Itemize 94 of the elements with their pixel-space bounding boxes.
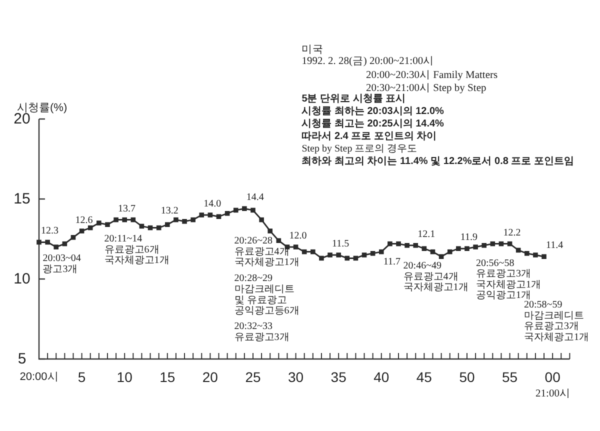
point bbox=[388, 241, 392, 246]
point bbox=[268, 228, 273, 234]
x-tick-label: 30 bbox=[288, 369, 304, 385]
point bbox=[482, 243, 487, 248]
point bbox=[242, 206, 247, 211]
point bbox=[447, 249, 452, 254]
annotation: 20:03~04 광고3개 bbox=[42, 253, 81, 275]
text: 20:00~20:30시 Family Matters bbox=[366, 69, 498, 82]
point bbox=[190, 217, 196, 222]
x-tick-label: 50 bbox=[459, 369, 475, 385]
point bbox=[233, 208, 238, 213]
x-tick-label: 40 bbox=[374, 369, 390, 385]
data-label: 12.1 bbox=[418, 228, 436, 240]
point bbox=[114, 217, 118, 222]
point bbox=[45, 240, 50, 245]
point bbox=[259, 217, 264, 222]
x-tick-label: 20:00시 bbox=[20, 371, 58, 383]
text: 20:30~21:00시 Step by Step bbox=[366, 82, 486, 94]
annotation: 최하와 최고의 차이는 11.4% 및 12.2%로서 0.8 프로 포인트임 bbox=[302, 156, 574, 167]
point bbox=[164, 222, 170, 227]
point bbox=[396, 241, 401, 246]
point bbox=[533, 252, 538, 258]
text: 1992. 2. 28(금) 20:00~21:00시 bbox=[302, 55, 434, 68]
x-tick-label: 5 bbox=[78, 369, 86, 385]
point bbox=[174, 217, 178, 222]
point bbox=[404, 243, 410, 248]
point bbox=[524, 251, 530, 256]
point bbox=[310, 249, 316, 254]
text: 시청률 최하는 20:03시의 12.0% bbox=[302, 106, 444, 117]
point bbox=[199, 212, 204, 218]
data-label: 11.4 bbox=[546, 240, 564, 252]
point bbox=[413, 243, 418, 248]
annotation: 20:46~49 유료광고4개 국자체광고1개 bbox=[403, 260, 468, 294]
x-tick-label: 15 bbox=[160, 369, 176, 385]
y-tick-label: 5 bbox=[18, 350, 26, 368]
text: 21:00시 bbox=[536, 388, 570, 400]
point bbox=[36, 240, 42, 245]
point bbox=[216, 214, 222, 219]
point bbox=[302, 249, 307, 254]
point bbox=[456, 246, 461, 251]
point bbox=[70, 235, 76, 240]
point bbox=[122, 217, 127, 222]
point bbox=[370, 251, 376, 256]
data-label: 11.5 bbox=[332, 238, 350, 250]
point bbox=[105, 222, 110, 227]
point bbox=[250, 208, 256, 213]
text: 5분 단위로 시청률 표시 bbox=[302, 94, 406, 104]
x-tick-label: 20 bbox=[202, 369, 218, 385]
annotation: 20:58~59 마감크레디트 유료광고3개 국자체광고1개 bbox=[524, 300, 589, 343]
point bbox=[542, 254, 546, 259]
point bbox=[54, 244, 59, 250]
point bbox=[328, 252, 332, 258]
point bbox=[336, 252, 341, 258]
data-label: 14.4 bbox=[246, 192, 264, 204]
annotation: 20:28~29 마감크레디트 및 유료광고 공익광고등6개 bbox=[234, 273, 300, 317]
text: 미국 bbox=[302, 44, 324, 56]
data-label: 13.2 bbox=[160, 205, 178, 216]
point bbox=[224, 211, 230, 216]
data-label: 11.9 bbox=[460, 232, 478, 244]
data-label: 14.0 bbox=[204, 198, 222, 210]
x-tick-label: 10 bbox=[116, 369, 133, 385]
point bbox=[293, 244, 298, 250]
annotation: 따라서 2.4 프로 포인트의 차이 bbox=[302, 131, 437, 142]
annotation: Step by Step 프로의 경우도 bbox=[302, 144, 418, 154]
annotation: 시청률 최고는 20:25시의 14.4% bbox=[302, 118, 444, 130]
annotation: 20:56~58 유료광고3개 국자체광고1개 공익광고1개 bbox=[476, 258, 541, 302]
x-tick-label: 45 bbox=[416, 369, 432, 385]
y-tick-label: 10 bbox=[14, 270, 30, 288]
point bbox=[96, 220, 102, 226]
data-label: 12.6 bbox=[75, 214, 93, 226]
point bbox=[464, 246, 470, 251]
point bbox=[422, 246, 427, 251]
point bbox=[319, 256, 324, 261]
x-tick-label: 00 bbox=[544, 369, 561, 385]
point bbox=[378, 249, 384, 254]
data-label: 11.7 bbox=[383, 256, 401, 268]
x-tick-label: 35 bbox=[330, 369, 347, 385]
x-tick-label: 55 bbox=[502, 369, 518, 385]
y-tick-label: 15 bbox=[14, 190, 30, 208]
x-tick-label: 25 bbox=[245, 369, 261, 385]
data-label: 13.7 bbox=[118, 203, 136, 214]
point bbox=[276, 238, 282, 243]
point bbox=[79, 228, 84, 234]
annotation: 20:32~33 유료광고3개 bbox=[234, 321, 290, 343]
point bbox=[362, 252, 367, 258]
data-label: 12.2 bbox=[503, 227, 521, 238]
annotation: 20:11~14 유료광고6개 국자체광고1개 bbox=[104, 234, 170, 266]
point bbox=[473, 244, 478, 250]
point bbox=[208, 212, 213, 218]
point bbox=[182, 219, 187, 224]
point bbox=[88, 225, 93, 230]
data-label: 12.3 bbox=[41, 226, 58, 237]
point bbox=[344, 256, 350, 261]
point bbox=[438, 254, 444, 259]
